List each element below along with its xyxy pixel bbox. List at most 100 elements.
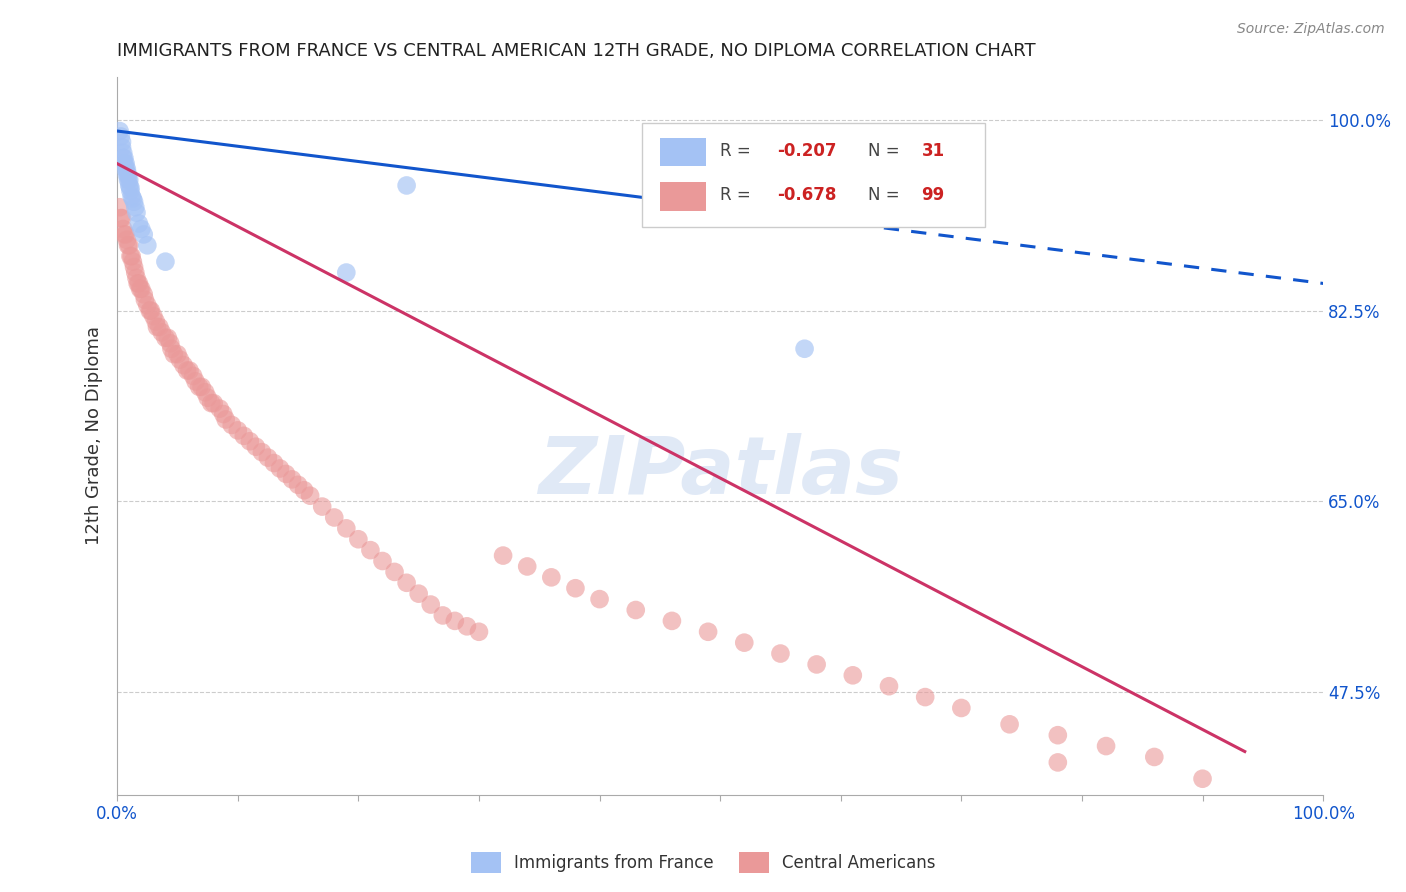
Point: [122, 260, 145, 274]
Point: [323, 510, 346, 524]
Point: [1191, 772, 1213, 786]
Point: [136, 298, 159, 312]
Point: [842, 668, 865, 682]
Point: [121, 192, 143, 206]
Point: [114, 227, 136, 242]
Point: [128, 217, 150, 231]
Text: R =: R =: [720, 142, 756, 160]
Point: [118, 238, 141, 252]
Point: [588, 592, 610, 607]
Point: [148, 320, 170, 334]
Point: [299, 489, 322, 503]
Point: [124, 266, 146, 280]
Point: [110, 211, 132, 226]
Point: [125, 271, 148, 285]
Point: [564, 581, 586, 595]
Point: [950, 701, 973, 715]
Point: [108, 124, 131, 138]
Point: [118, 178, 141, 193]
Point: [197, 391, 219, 405]
Point: [184, 375, 207, 389]
Y-axis label: 12th Grade, No Diploma: 12th Grade, No Diploma: [86, 326, 103, 545]
Point: [120, 180, 142, 194]
Point: [806, 657, 828, 672]
Point: [292, 483, 315, 498]
Point: [733, 635, 755, 649]
Point: [159, 336, 181, 351]
Point: [432, 608, 454, 623]
Point: [335, 266, 357, 280]
Point: [111, 140, 134, 154]
Point: [914, 690, 936, 704]
Point: [139, 303, 162, 318]
Point: [118, 173, 141, 187]
Point: [122, 194, 145, 209]
Point: [697, 624, 720, 639]
Point: [127, 277, 149, 291]
Point: [371, 554, 394, 568]
Point: [516, 559, 538, 574]
Point: [395, 575, 418, 590]
Point: [347, 533, 370, 547]
Text: 99: 99: [921, 186, 945, 204]
Point: [112, 151, 135, 165]
Point: [212, 407, 235, 421]
Point: [125, 205, 148, 219]
Point: [408, 587, 430, 601]
Point: [117, 168, 139, 182]
Point: [232, 429, 254, 443]
Point: [624, 603, 647, 617]
Point: [121, 249, 143, 263]
Point: [111, 135, 134, 149]
Point: [1046, 728, 1069, 742]
Point: [160, 342, 183, 356]
Text: -0.207: -0.207: [778, 142, 837, 160]
Point: [117, 238, 139, 252]
Point: [250, 445, 273, 459]
Point: [173, 358, 195, 372]
Point: [540, 570, 562, 584]
Point: [1046, 756, 1069, 770]
Bar: [659, 182, 706, 211]
Text: R =: R =: [720, 186, 756, 204]
Point: [769, 647, 792, 661]
Point: [112, 227, 135, 242]
Point: [263, 456, 285, 470]
Point: [359, 543, 381, 558]
Point: [112, 222, 135, 236]
Point: [311, 500, 333, 514]
Point: [181, 368, 204, 383]
Point: [121, 189, 143, 203]
Point: [1095, 739, 1118, 753]
Point: [456, 619, 478, 633]
Point: [111, 211, 134, 226]
Point: [112, 145, 135, 160]
Point: [156, 331, 179, 345]
Bar: [641, 123, 986, 227]
Legend: Immigrants from France, Central Americans: Immigrants from France, Central American…: [464, 846, 942, 880]
Point: [132, 227, 155, 242]
Point: [115, 233, 138, 247]
Bar: [659, 137, 706, 167]
Point: [395, 178, 418, 193]
Point: [155, 254, 177, 268]
Point: [202, 396, 225, 410]
Point: [1143, 750, 1166, 764]
Point: [200, 396, 222, 410]
Point: [998, 717, 1021, 731]
Point: [117, 173, 139, 187]
Point: [239, 434, 262, 449]
Text: IMMIGRANTS FROM FRANCE VS CENTRAL AMERICAN 12TH GRADE, NO DIPLOMA CORRELATION CH: IMMIGRANTS FROM FRANCE VS CENTRAL AMERIC…: [117, 42, 1036, 60]
Text: N =: N =: [869, 142, 905, 160]
Text: -0.678: -0.678: [778, 186, 837, 204]
Point: [169, 352, 191, 367]
Point: [142, 309, 165, 323]
Point: [150, 326, 173, 340]
Point: [146, 320, 169, 334]
Point: [129, 282, 152, 296]
Point: [114, 162, 136, 177]
Point: [114, 156, 136, 170]
Point: [221, 417, 243, 432]
Point: [124, 200, 146, 214]
Point: [131, 282, 153, 296]
